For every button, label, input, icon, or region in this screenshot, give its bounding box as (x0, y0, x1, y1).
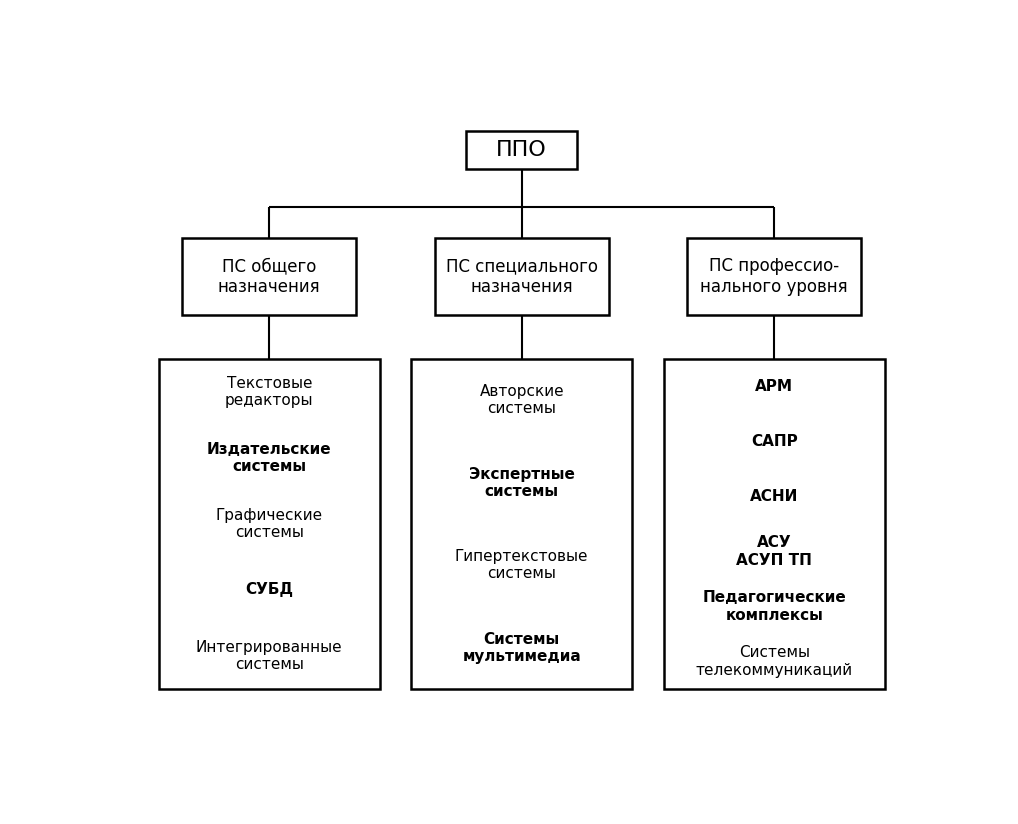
Text: Экспертные
системы: Экспертные системы (468, 466, 575, 499)
Text: Системы
мультимедиа: Системы мультимедиа (462, 631, 581, 664)
FancyBboxPatch shape (687, 238, 861, 315)
Text: ПС специального
назначения: ПС специального назначения (446, 257, 598, 296)
Text: АСУ
АСУП ТП: АСУ АСУП ТП (736, 536, 812, 568)
Text: АРМ: АРМ (755, 379, 793, 394)
FancyBboxPatch shape (159, 359, 380, 689)
Text: САПР: САПР (751, 434, 797, 449)
Text: ППО: ППО (497, 139, 547, 160)
Text: ПС профессио-
нального уровня: ПС профессио- нального уровня (700, 257, 848, 296)
FancyBboxPatch shape (435, 238, 609, 315)
FancyBboxPatch shape (182, 238, 356, 315)
Text: Системы
телекоммуникаций: Системы телекоммуникаций (695, 645, 853, 677)
Text: Издательские
системы: Издательские системы (207, 442, 332, 474)
FancyBboxPatch shape (411, 359, 632, 689)
Text: Авторские
системы: Авторские системы (479, 384, 564, 416)
Text: Текстовые
редакторы: Текстовые редакторы (225, 376, 314, 408)
Text: ПС общего
назначения: ПС общего назначения (218, 257, 321, 296)
Text: СУБД: СУБД (245, 583, 293, 597)
Text: Педагогические
комплексы: Педагогические комплексы (702, 590, 846, 623)
FancyBboxPatch shape (466, 131, 577, 169)
Text: Графические
системы: Графические системы (216, 508, 323, 541)
FancyBboxPatch shape (664, 359, 885, 689)
Text: Интегрированные
системы: Интегрированные системы (195, 639, 343, 672)
Text: АСНИ: АСНИ (750, 489, 798, 504)
Text: Гипертекстовые
системы: Гипертекстовые системы (455, 549, 588, 582)
